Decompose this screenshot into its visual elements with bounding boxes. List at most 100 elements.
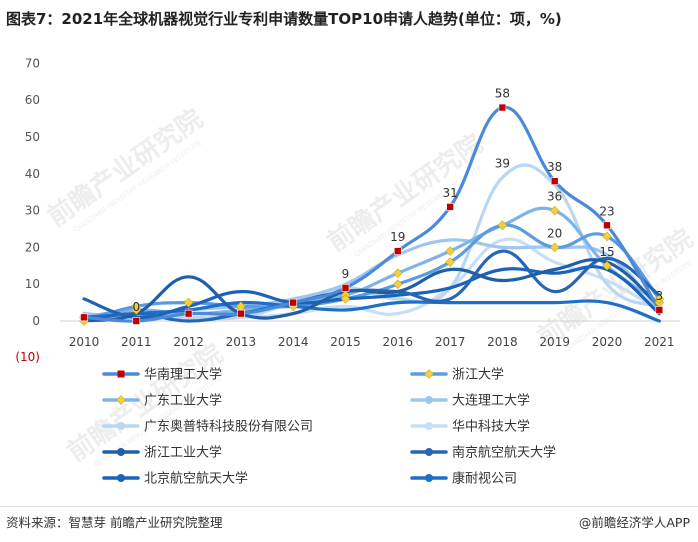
x-tick-label: 2014 (278, 335, 309, 349)
y-axis: 0 10 20 30 40 50 60 70 (10) (15, 56, 40, 364)
data-label: 19 (390, 230, 405, 244)
series-1-point (80, 313, 88, 322)
series-1-point (446, 203, 454, 211)
legend-label: 康耐视公司 (452, 471, 517, 487)
legend-marker (116, 395, 126, 405)
x-tick-label: 2019 (539, 335, 570, 349)
series-2-point (392, 279, 403, 290)
legend-marker (425, 422, 433, 430)
y-tick-label: 60 (25, 93, 40, 107)
series-1-point (289, 298, 298, 307)
x-tick-label: 2020 (592, 335, 623, 349)
x-axis: 2010 2011 2012 2013 2014 2015 2016 2017 2018 2019… (60, 320, 680, 349)
legend-label: 广东工业大学 (144, 393, 222, 409)
x-tick-label: 2018 (487, 335, 518, 349)
series-2-point (549, 242, 560, 253)
series-line-10 (82, 299, 661, 323)
legend-item-5: 广东奥普特科技股份有限公司 (102, 420, 313, 435)
y-tick-label: 0 (32, 314, 40, 328)
legend-item-6: 华中科技大学 (410, 419, 530, 435)
legend-marker (117, 370, 125, 378)
x-tick-label: 2010 (69, 335, 100, 349)
legend-item-1: 华南理工大学 (102, 367, 222, 383)
series-2-point (183, 297, 194, 308)
series-2-point (654, 294, 665, 304)
series-markers (79, 103, 665, 326)
legend-marker (117, 448, 125, 456)
series-1-point (603, 221, 611, 230)
data-label: 9 (342, 267, 350, 281)
x-tick-label: 2016 (383, 335, 414, 349)
y-tick-label: 40 (25, 167, 40, 181)
legend-label: 浙江大学 (452, 367, 504, 383)
data-labels: 39 20 36 15 0 9 19 31 58 38 23 3 (132, 87, 663, 314)
y-tick-label: 10 (25, 277, 40, 291)
series-3-point (602, 260, 612, 271)
data-label: 58 (495, 87, 510, 101)
series-2-point (602, 231, 612, 242)
series-1-point (498, 103, 507, 112)
legend-label: 浙江工业大学 (144, 445, 222, 461)
y-tick-label-negative: (10) (15, 350, 40, 364)
legend-marker (425, 474, 433, 482)
x-tick-label: 2017 (435, 335, 466, 349)
legend-label: 大连理工大学 (452, 393, 530, 409)
series-line-9 (82, 265, 661, 320)
legend-label: 华南理工大学 (144, 367, 222, 383)
series-1-point (655, 306, 664, 314)
legend-item-7: 浙江工业大学 (102, 445, 222, 461)
legend-label: 华中科技大学 (452, 419, 530, 435)
series-1-point (550, 177, 559, 185)
legend-marker (117, 422, 125, 430)
chart-title: 图表7：2021年全球机器视觉行业专利申请数量TOP10申请人趋势(单位：项，%… (6, 10, 562, 28)
x-tick-label: 2012 (173, 335, 204, 349)
legend-marker (425, 448, 433, 456)
series-2-point (131, 301, 142, 312)
series-3-point (549, 205, 560, 216)
data-label: 31 (442, 186, 457, 200)
legend-label: 南京航空航天大学 (452, 445, 556, 461)
data-label: 39 (495, 156, 510, 170)
data-label: 15 (599, 245, 614, 259)
data-label: 3 (655, 289, 663, 303)
legend-label: 广东奥普特科技股份有限公司 (144, 420, 313, 435)
x-tick-label: 2011 (121, 335, 152, 349)
legend-item-10: 康耐视公司 (410, 471, 517, 487)
legend-item-8: 南京航空航天大学 (410, 445, 556, 461)
series-1-point (184, 309, 193, 318)
series-1-point (393, 247, 402, 255)
series-3-point (445, 246, 455, 256)
x-tick-label: 2013 (226, 335, 257, 349)
legend-item-4: 大连理工大学 (410, 393, 530, 409)
legend-marker (424, 369, 434, 379)
y-tick-label: 50 (25, 130, 40, 144)
legend-marker (425, 396, 433, 404)
y-tick-label: 30 (25, 204, 40, 218)
source-note: 资料来源：智慧芽 前瞻产业研究院整理 (6, 515, 223, 530)
data-label: 36 (547, 190, 562, 204)
data-label: 38 (547, 160, 562, 174)
data-label: 20 (547, 226, 562, 240)
series-2-point (497, 220, 508, 231)
legend-item-2: 浙江大学 (410, 367, 504, 383)
footer-divider (0, 506, 698, 507)
legend-item-3: 广东工业大学 (102, 393, 222, 409)
series-3-point (392, 268, 403, 279)
legend-item-9: 北京航空航天大学 (102, 471, 248, 487)
legend-marker (117, 474, 125, 482)
series-1-point (132, 317, 141, 325)
legend-label: 北京航空航天大学 (144, 471, 248, 487)
x-tick-label: 2021 (644, 335, 675, 349)
y-tick-label: 70 (25, 56, 40, 70)
watermark-main-text: 前瞻产业研究院 (42, 103, 209, 233)
series-1-point (237, 309, 245, 318)
brand-note: @前瞻经济学人APP (578, 515, 690, 530)
data-label: 0 (132, 300, 140, 314)
x-tick-label: 2015 (330, 335, 361, 349)
series-line-7 (82, 258, 661, 323)
series-2-point (445, 257, 455, 267)
data-label: 23 (599, 204, 614, 218)
